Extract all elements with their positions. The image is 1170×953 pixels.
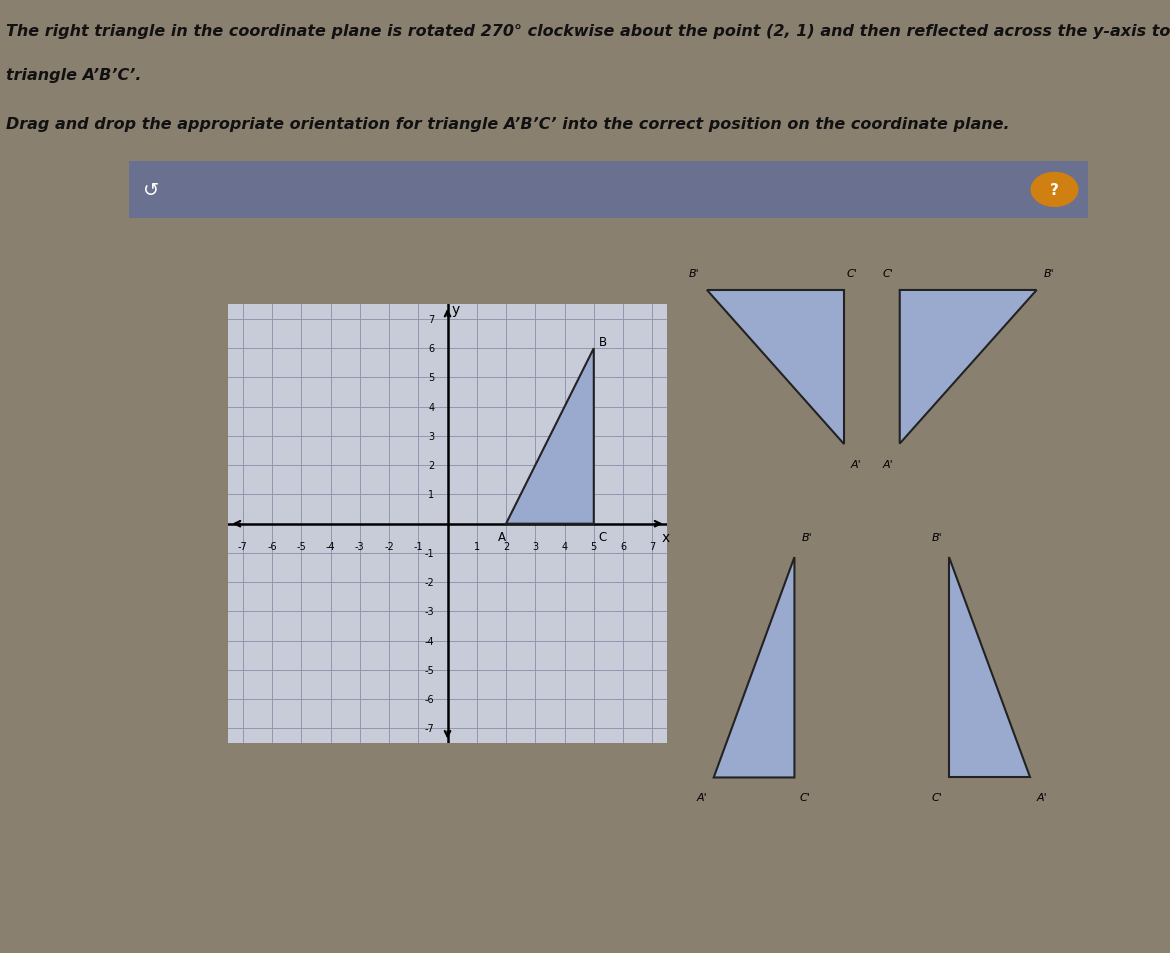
Text: C: C <box>598 530 607 543</box>
Text: 5: 5 <box>428 373 434 383</box>
Text: A': A' <box>1037 793 1047 802</box>
Text: A: A <box>497 530 505 543</box>
Text: -6: -6 <box>425 695 434 704</box>
Text: 1: 1 <box>428 490 434 500</box>
Text: Drag and drop the appropriate orientation for triangle A’B’C’ into the correct p: Drag and drop the appropriate orientatio… <box>6 116 1010 132</box>
Text: B: B <box>599 335 606 349</box>
Text: A': A' <box>851 459 861 469</box>
Text: y: y <box>452 302 460 316</box>
Polygon shape <box>507 349 594 524</box>
Text: triangle A’B’C’.: triangle A’B’C’. <box>6 68 142 83</box>
Text: ↺: ↺ <box>143 181 159 200</box>
Text: -5: -5 <box>425 665 434 676</box>
Text: C': C' <box>847 269 858 279</box>
Text: -1: -1 <box>413 541 424 552</box>
Text: A': A' <box>696 793 707 802</box>
Text: -7: -7 <box>425 723 434 734</box>
Text: B': B' <box>689 269 700 279</box>
Text: -2: -2 <box>384 541 394 552</box>
Text: C': C' <box>799 793 811 802</box>
Text: -4: -4 <box>325 541 336 552</box>
Text: -3: -3 <box>355 541 365 552</box>
Text: 2: 2 <box>503 541 509 552</box>
Text: 5: 5 <box>591 541 597 552</box>
Polygon shape <box>707 291 844 444</box>
Polygon shape <box>949 558 1030 778</box>
Text: The right triangle in the coordinate plane is rotated 270° clockwise about the p: The right triangle in the coordinate pla… <box>6 25 1170 39</box>
Text: -7: -7 <box>238 541 248 552</box>
Text: x: x <box>661 530 669 544</box>
Text: C': C' <box>931 793 942 802</box>
Text: B': B' <box>1044 269 1054 279</box>
Text: 6: 6 <box>620 541 626 552</box>
Text: 7: 7 <box>649 541 655 552</box>
Text: -4: -4 <box>425 636 434 646</box>
Polygon shape <box>714 558 794 778</box>
Polygon shape <box>900 291 1037 444</box>
Text: -3: -3 <box>425 607 434 617</box>
Circle shape <box>1031 172 1079 208</box>
Text: 3: 3 <box>532 541 538 552</box>
Text: C': C' <box>882 269 893 279</box>
Text: 7: 7 <box>428 314 434 325</box>
Text: -2: -2 <box>425 578 434 588</box>
Text: 3: 3 <box>428 432 434 441</box>
Text: 2: 2 <box>428 460 434 471</box>
Text: 6: 6 <box>428 344 434 354</box>
Text: -5: -5 <box>296 541 307 552</box>
Text: A': A' <box>882 459 893 469</box>
Text: 4: 4 <box>562 541 567 552</box>
Text: -6: -6 <box>267 541 277 552</box>
Text: -1: -1 <box>425 548 434 558</box>
Text: B': B' <box>801 533 812 542</box>
Text: 1: 1 <box>474 541 480 552</box>
Bar <box>129 162 1088 218</box>
Text: ?: ? <box>1051 183 1059 197</box>
Text: B': B' <box>931 533 942 542</box>
Text: 4: 4 <box>428 402 434 413</box>
